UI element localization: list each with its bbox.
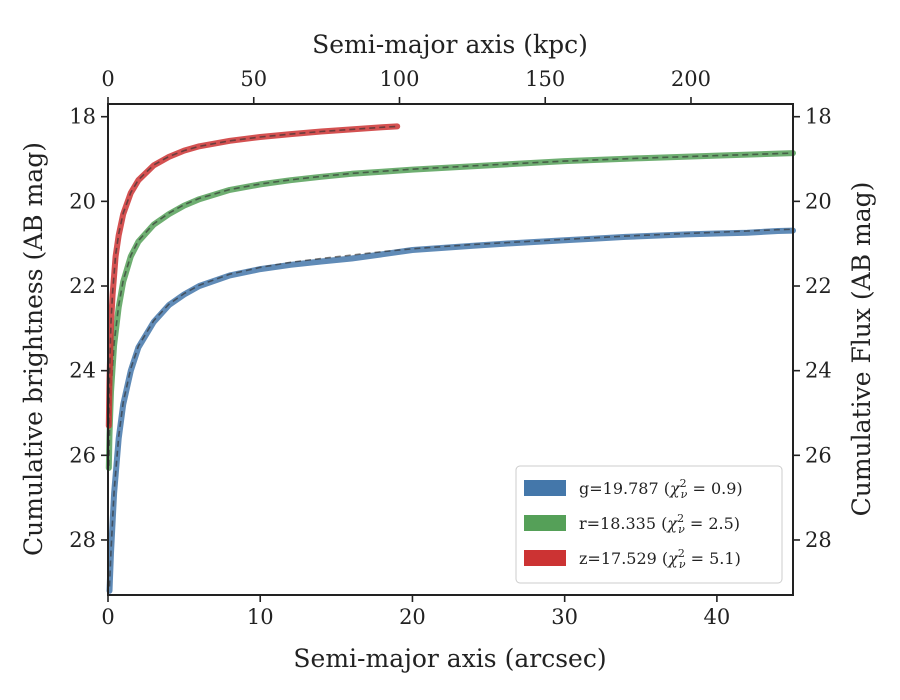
x2-tick-label: 0 [101, 67, 114, 91]
y-tick-label: 18 [69, 105, 96, 129]
x-tick-label: 10 [247, 605, 274, 629]
y2-tick-label: 22 [805, 274, 832, 298]
y2-tick-label: 26 [805, 443, 832, 467]
legend-box [515, 465, 783, 584]
legend-swatch-2 [524, 550, 566, 566]
legend-swatch-0 [524, 480, 566, 496]
y-tick-label: 20 [69, 189, 96, 213]
y-axis-title: Cumulative brightness (AB mag) [19, 142, 48, 556]
y-tick-label: 26 [69, 443, 96, 467]
x-axis-title: Semi-major axis (arcsec) [293, 644, 606, 673]
x2-axis-title: Semi-major axis (kpc) [312, 30, 588, 59]
x-tick-label: 40 [704, 605, 731, 629]
legend-label-2: z=17.529 (χ2 ν = 5.1) [579, 547, 741, 571]
series-layer [105, 123, 796, 594]
y2-tick-label: 18 [805, 105, 832, 129]
legend-swatch-1 [524, 515, 566, 531]
x-tick-label: 30 [551, 605, 578, 629]
y-tick-label: 22 [69, 274, 96, 298]
legend-items: g=19.787 (χ2 ν = 0.9) r=18.335 (χ2 ν = 2.5)… [524, 477, 743, 571]
series-line-1 [105, 150, 796, 471]
x2-tick-label: 200 [671, 67, 711, 91]
x-tick-label: 20 [399, 605, 426, 629]
x2-tick-label: 50 [240, 67, 267, 91]
model-line-1 [108, 152, 794, 466]
x2-tick-label: 100 [379, 67, 419, 91]
y-tick-label: 28 [69, 528, 96, 552]
y2-tick-label: 24 [805, 359, 832, 383]
y2-tick-label: 28 [805, 528, 832, 552]
y2-axis-title: Cumulative Flux (AB mag) [847, 182, 876, 517]
legend: g=19.787 (χ2 ν = 0.9) r=18.335 (χ2 ν = 2.5)… [515, 465, 783, 584]
y-tick-label: 24 [69, 359, 96, 383]
legend-label-0: g=19.787 (χ2 ν = 0.9) [579, 477, 743, 501]
legend-label-1: r=18.335 (χ2 ν = 2.5) [579, 512, 740, 536]
model-line-0 [108, 228, 794, 587]
x-tick-label: 0 [101, 605, 114, 629]
y2-tick-label: 20 [805, 189, 832, 213]
x2-tick-label: 150 [525, 67, 565, 91]
ticks-layer: 0 10 20 30 40 0 50 100 150 200 18 20 22 24 26 28 18 20 22 2… [69, 67, 831, 629]
plot-frame [107, 103, 794, 596]
